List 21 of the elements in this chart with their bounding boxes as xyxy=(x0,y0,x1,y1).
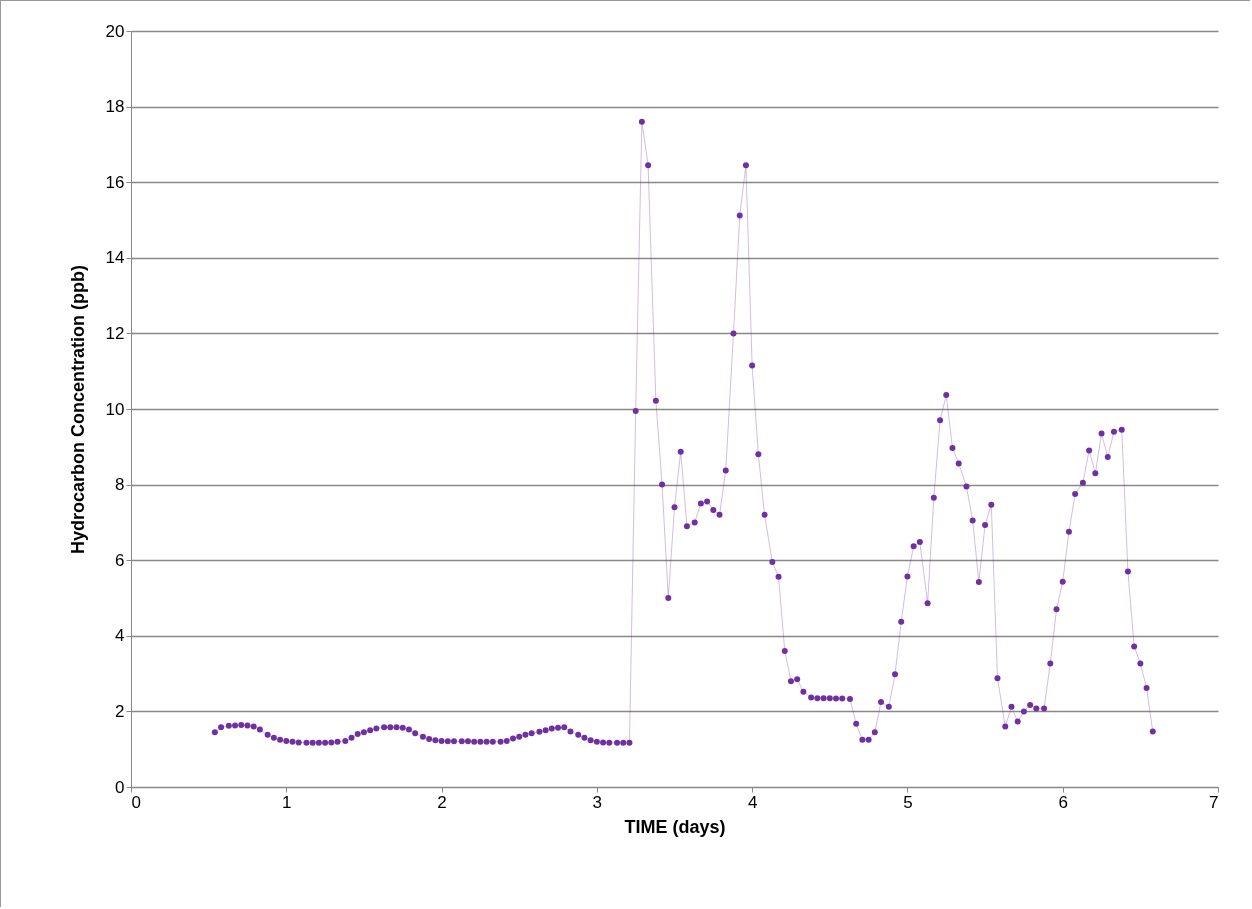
y-tick-label: 4 xyxy=(115,626,125,646)
y-tick-label: 6 xyxy=(115,550,125,570)
x-tick-label: 0 xyxy=(131,792,141,812)
x-tick-label: 7 xyxy=(1209,792,1219,812)
y-tick-label: 2 xyxy=(115,701,125,721)
x-axis-title: TIME (days) xyxy=(624,816,726,837)
y-tick-label: 16 xyxy=(105,172,125,192)
x-tick-label: 3 xyxy=(592,792,603,812)
y-tick-label: 20 xyxy=(105,21,125,41)
y-tick-label: 10 xyxy=(105,399,125,419)
y-tick-label: 8 xyxy=(115,475,125,495)
y-tick-label: 18 xyxy=(105,97,125,117)
x-tick-label: 6 xyxy=(1058,792,1068,812)
x-tick-label: 1 xyxy=(282,792,292,812)
y-tick-label: 14 xyxy=(105,248,125,268)
y-axis-title: Hydrocarbon Concentration (ppb) xyxy=(67,265,88,554)
x-tick-label: 5 xyxy=(903,792,913,812)
x-tick-label: 2 xyxy=(437,792,447,812)
x-tick-label: 4 xyxy=(747,792,758,812)
y-tick-label: 0 xyxy=(115,777,125,797)
y-tick-label: 12 xyxy=(105,323,125,343)
